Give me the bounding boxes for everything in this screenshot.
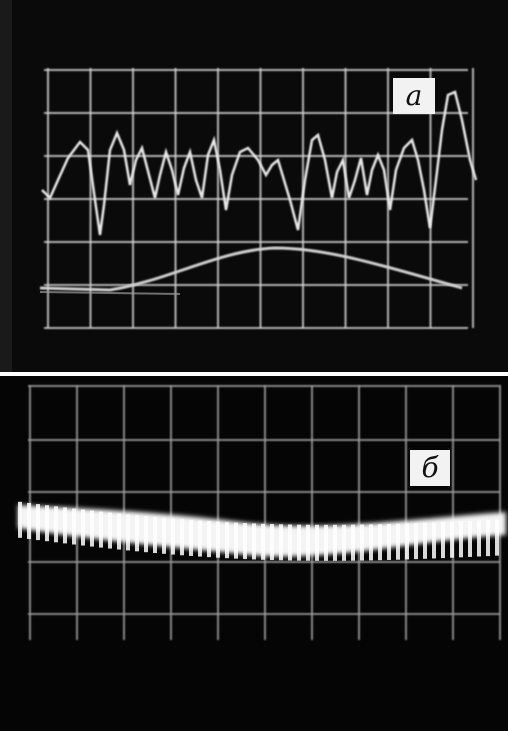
noise-spikes bbox=[18, 501, 499, 561]
panel-b: б bbox=[0, 376, 508, 731]
graticule bbox=[28, 385, 501, 640]
label-box bbox=[410, 450, 450, 486]
panel-a: а bbox=[0, 0, 508, 372]
screen bbox=[0, 0, 508, 372]
label-box bbox=[393, 78, 435, 114]
baseline-trace bbox=[39, 291, 181, 295]
panel-label: а bbox=[406, 79, 423, 112]
waveform bbox=[41, 90, 478, 236]
slow-wave bbox=[39, 246, 463, 292]
bezel bbox=[0, 0, 12, 372]
separator bbox=[0, 372, 508, 376]
panel-label: б bbox=[421, 451, 439, 484]
